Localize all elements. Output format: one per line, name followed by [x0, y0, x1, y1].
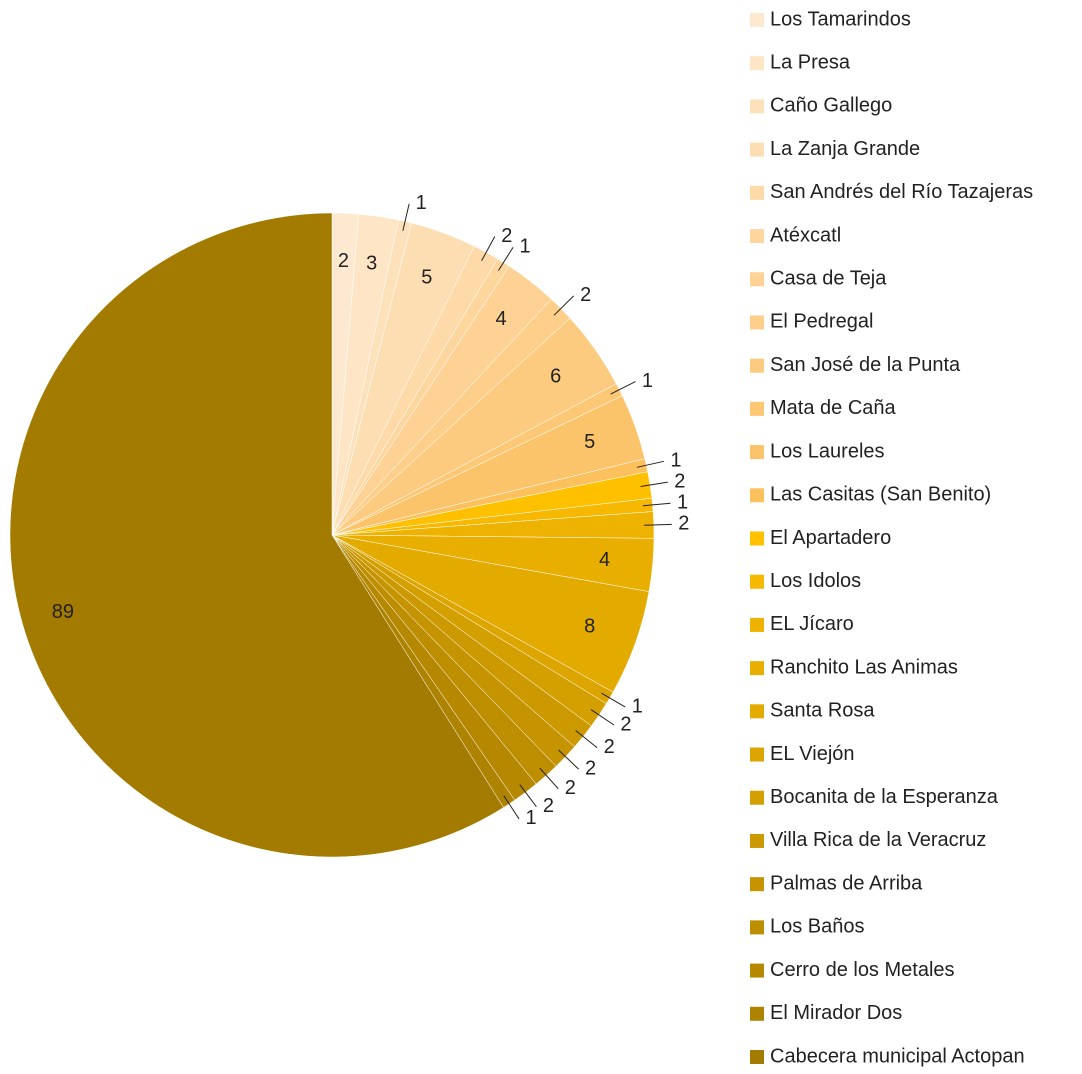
leader-line [590, 709, 615, 726]
legend-swatch [750, 185, 764, 200]
legend-label: Las Casitas (San Benito) [770, 484, 991, 506]
legend-label: Santa Rosa [770, 700, 875, 722]
legend-label: Los Tamarindos [770, 8, 911, 30]
leader-line [642, 502, 671, 507]
leader-line [519, 784, 537, 808]
legend-label: Bocanita de la Esperanza [770, 786, 999, 808]
legend-swatch [750, 401, 764, 416]
legend-label: La Presa [770, 51, 851, 73]
leader-line [575, 730, 598, 749]
legend-label: Atéxcatl [770, 224, 841, 246]
legend-label: Cabecera municipal Actopan [770, 1045, 1025, 1067]
legend-label: Los Laureles [770, 440, 885, 462]
leader-line [497, 246, 514, 271]
legend-swatch [750, 56, 764, 71]
legend-label: EL Jícaro [770, 613, 854, 635]
data-label: 2 [620, 713, 631, 735]
legend-swatch [750, 1050, 764, 1064]
leader-line [601, 692, 626, 708]
legend-swatch [750, 488, 764, 503]
legend-swatch [750, 229, 764, 244]
leader-line [636, 460, 665, 468]
data-label: 5 [584, 431, 595, 453]
leader-line [610, 381, 636, 395]
legend-swatch [750, 99, 764, 114]
legend-label: San José de la Punta [770, 354, 961, 376]
data-label: 2 [585, 757, 596, 779]
data-label: 1 [677, 491, 688, 513]
data-label: 2 [678, 513, 689, 535]
data-label: 1 [642, 370, 653, 392]
legend-swatch [750, 661, 764, 676]
legend-label: Los Baños [770, 916, 865, 938]
data-label: 2 [674, 470, 685, 492]
legend-label: Villa Rica de la Veracruz [770, 829, 986, 851]
legend-label: El Mirador Dos [770, 1002, 902, 1024]
legend-swatch [750, 13, 764, 27]
legend-label: Ranchito Las Animas [770, 656, 958, 678]
legend-swatch [750, 833, 764, 848]
leader-line [644, 523, 672, 526]
data-label: 2 [543, 795, 554, 817]
data-label: 4 [495, 308, 506, 330]
legend-label: Mata de Caña [770, 397, 897, 419]
leader-line [481, 236, 496, 262]
legend-label: El Apartadero [770, 527, 891, 549]
legend-swatch [750, 445, 764, 460]
legend-swatch [750, 272, 764, 287]
data-label: 2 [604, 736, 615, 758]
legend-swatch [750, 358, 764, 373]
legend-swatch [750, 747, 764, 762]
data-label: 5 [421, 267, 432, 289]
leader-line [539, 767, 559, 790]
legend-swatch [750, 1006, 764, 1021]
legend-label: Casa de Teja [770, 268, 887, 290]
legend-swatch [750, 920, 764, 935]
data-label: 1 [520, 236, 531, 258]
legend-swatch [750, 790, 764, 805]
legend-swatch [750, 142, 764, 157]
data-label: 4 [599, 549, 610, 571]
legend-label: Cerro de los Metales [770, 959, 955, 981]
legend-label: El Pedregal [770, 311, 873, 333]
legend-label: San Andrés del Río Tazajeras [770, 181, 1033, 203]
data-label: 1 [416, 192, 427, 214]
leader-line [558, 749, 579, 770]
data-label: 8 [584, 615, 595, 637]
data-label: 1 [670, 450, 681, 472]
legend-label: Palmas de Arriba [770, 872, 923, 894]
data-label: 2 [565, 777, 576, 799]
legend-label: La Zanja Grande [770, 138, 920, 160]
data-label: 3 [366, 252, 377, 274]
leader-line [553, 295, 575, 316]
data-label: 89 [52, 601, 74, 623]
pie-slice [9, 212, 504, 858]
legend-swatch [750, 877, 764, 892]
data-label: 2 [501, 225, 512, 247]
legend-swatch [750, 531, 764, 546]
data-label: 6 [550, 366, 561, 388]
leader-line [402, 203, 410, 231]
legend-label: Caño Gallego [770, 95, 892, 117]
data-label: 1 [632, 695, 643, 717]
leader-line [640, 481, 668, 487]
legend-label: EL Viejón [770, 743, 855, 765]
legend-swatch [750, 617, 764, 632]
legend-label: Los Idolos [770, 570, 861, 592]
leader-line [503, 795, 520, 820]
legend-swatch [750, 704, 764, 719]
legend-swatch [750, 963, 764, 978]
legend-swatch [750, 315, 764, 330]
legend-swatch [750, 574, 764, 589]
data-label: 2 [338, 250, 349, 272]
data-label: 2 [580, 284, 591, 306]
data-label: 1 [525, 807, 536, 829]
